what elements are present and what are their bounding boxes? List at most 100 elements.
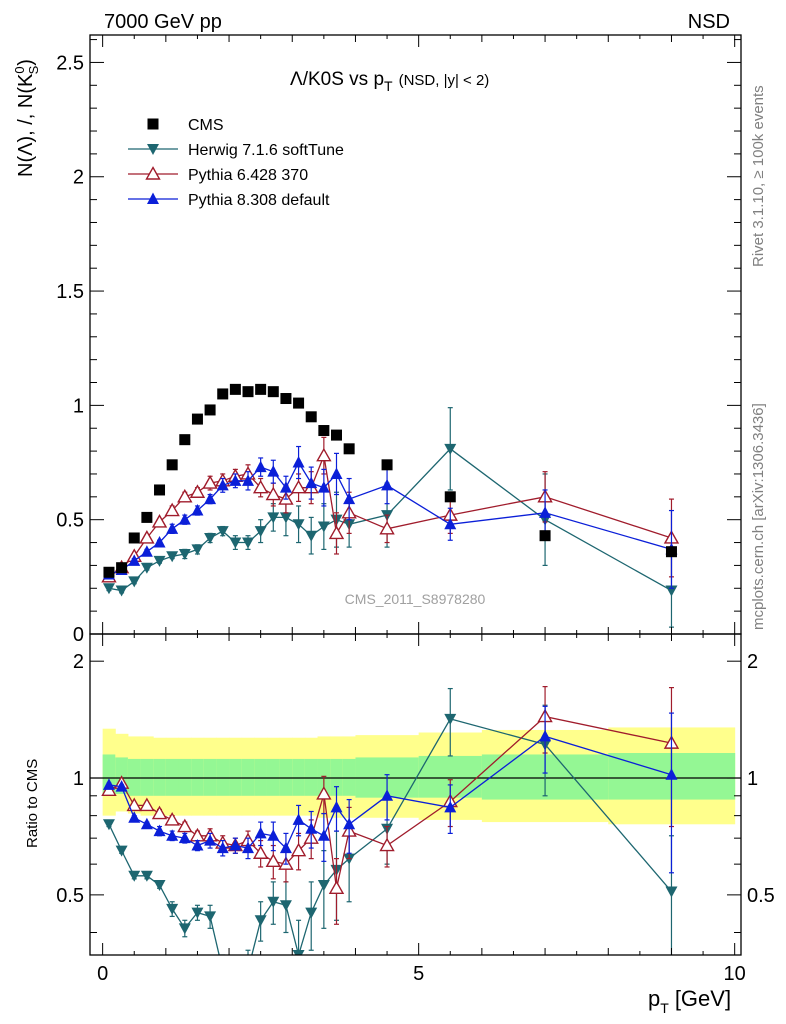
- main-point-cms: [330, 429, 342, 441]
- x-tick-label: 0: [97, 963, 108, 985]
- ratio-point-pythia8: [343, 817, 356, 830]
- analysis-watermark: CMS_2011_S8978280: [345, 591, 486, 607]
- main-point-pythia6: [316, 447, 332, 462]
- ratio-point-herwig: [292, 950, 305, 955]
- main-point-pythia8: [330, 467, 343, 479]
- green-band-segment: [241, 758, 255, 796]
- ratio-point-herwig: [279, 900, 292, 912]
- ratio-y-tick-label-right: 0.5: [747, 885, 775, 907]
- x-ticks: [102, 35, 736, 955]
- main-point-pythia6: [290, 479, 307, 494]
- main-point-cms: [217, 388, 229, 400]
- legend-marker-cms: [147, 118, 159, 130]
- main-y-tick-label: 0: [73, 624, 84, 646]
- main-point-herwig: [191, 544, 204, 556]
- main-point-pythia8: [343, 492, 356, 505]
- main-point-cms: [128, 532, 140, 544]
- main-point-pythia6: [379, 520, 395, 535]
- ratio-point-pythia8: [204, 834, 217, 846]
- main-point-pythia8: [128, 554, 141, 566]
- green-band-segment: [304, 758, 319, 796]
- main-line-pythia8: [108, 461, 672, 576]
- ratio-point-herwig: [444, 713, 457, 725]
- main-line-pythia6: [108, 453, 672, 578]
- legend-marker-pythia6: [145, 166, 161, 180]
- green-band-segment: [292, 758, 306, 796]
- ratio-point-pythia8: [229, 839, 242, 851]
- legend: CMS Herwig 7.1.6 softTune Pythia 6.428 370…: [128, 117, 344, 209]
- main-point-herwig: [267, 512, 280, 524]
- ratio-y-tick-label-right: 2: [747, 651, 758, 673]
- ratio-point-herwig: [317, 880, 330, 892]
- ratio-point-herwig: [254, 915, 267, 927]
- main-y-tick-label: 1: [73, 395, 84, 417]
- main-point-pythia6: [164, 502, 180, 517]
- ratio-point-pythia6: [164, 811, 180, 826]
- ratio-point-herwig: [242, 965, 254, 976]
- main-point-herwig: [178, 548, 191, 560]
- main-point-cms: [293, 397, 305, 409]
- ratio-point-pythia6: [316, 786, 332, 800]
- green-band-segment: [140, 758, 154, 796]
- ratio-point-pythia8: [330, 800, 343, 813]
- legend-marker-pythia8: [147, 192, 159, 204]
- ratio-point-pythia8: [279, 841, 292, 854]
- ratio-point-pythia6: [126, 797, 142, 812]
- main-point-cms: [539, 530, 551, 542]
- main-point-cms: [381, 459, 393, 471]
- main-point-herwig: [242, 537, 255, 549]
- ratio-y-axis-label: Ratio to CMS: [24, 759, 41, 848]
- main-point-pythia6: [189, 484, 206, 498]
- main-point-cms: [318, 425, 330, 437]
- green-band-segment: [191, 758, 205, 796]
- green-band-segment: [254, 758, 268, 796]
- legend-label-pythia6: Pythia 6.428 370: [188, 167, 308, 184]
- ratio-point-herwig: [229, 976, 241, 987]
- main-y-tick-label: 0.5: [56, 510, 84, 532]
- main-plot-title: Λ/K0S vs pT (NSD, |y| < 2): [290, 69, 489, 94]
- ratio-point-herwig: [102, 819, 115, 831]
- ratio-point-pythia8: [539, 729, 552, 742]
- main-point-pythia8: [292, 456, 305, 468]
- ratio-point-herwig: [128, 870, 141, 882]
- main-point-pythia8: [140, 545, 153, 557]
- main-point-cms: [242, 386, 254, 398]
- main-point-cms: [191, 413, 203, 425]
- main-series-cms: [103, 383, 677, 578]
- ratio-point-pythia6: [328, 880, 345, 894]
- main-point-herwig: [166, 551, 179, 563]
- ratio-bands: [90, 727, 741, 825]
- main-point-cms: [255, 383, 267, 395]
- main-point-pythia6: [265, 486, 281, 501]
- main-point-herwig: [317, 521, 330, 533]
- header-left: 7000 GeV pp: [104, 11, 222, 33]
- x-tick-label: 5: [413, 963, 424, 985]
- ratio-point-herwig: [665, 886, 678, 898]
- main-point-herwig: [115, 585, 128, 597]
- main-point-pythia8: [153, 536, 166, 548]
- main-point-pythia8: [242, 474, 255, 486]
- main-point-pythia8: [204, 492, 217, 505]
- main-point-herwig: [279, 512, 292, 524]
- main-point-pythia8: [444, 517, 457, 530]
- main-point-herwig: [292, 519, 305, 531]
- ratio-point-herwig: [204, 911, 217, 923]
- main-point-herwig: [216, 526, 229, 538]
- ratio-point-herwig: [140, 870, 153, 882]
- green-band-segment: [330, 758, 344, 796]
- main-point-pythia6: [202, 475, 218, 489]
- main-point-pythia8: [229, 474, 242, 486]
- main-point-pythia8: [317, 481, 330, 493]
- main-point-pythia8: [216, 478, 229, 491]
- main-point-pythia8: [539, 506, 552, 518]
- main-plot-data: [101, 383, 680, 628]
- legend-label-pythia8: Pythia 8.308 default: [188, 192, 330, 209]
- main-point-pythia8: [254, 460, 267, 473]
- main-point-herwig: [140, 562, 153, 574]
- green-band-segment: [153, 758, 167, 796]
- ratio-point-pythia8: [254, 826, 267, 839]
- main-y-tick-label: 1.5: [56, 281, 84, 303]
- ratio-point-pythia8: [216, 841, 229, 854]
- main-point-herwig: [102, 583, 115, 595]
- ratio-point-herwig: [191, 907, 204, 919]
